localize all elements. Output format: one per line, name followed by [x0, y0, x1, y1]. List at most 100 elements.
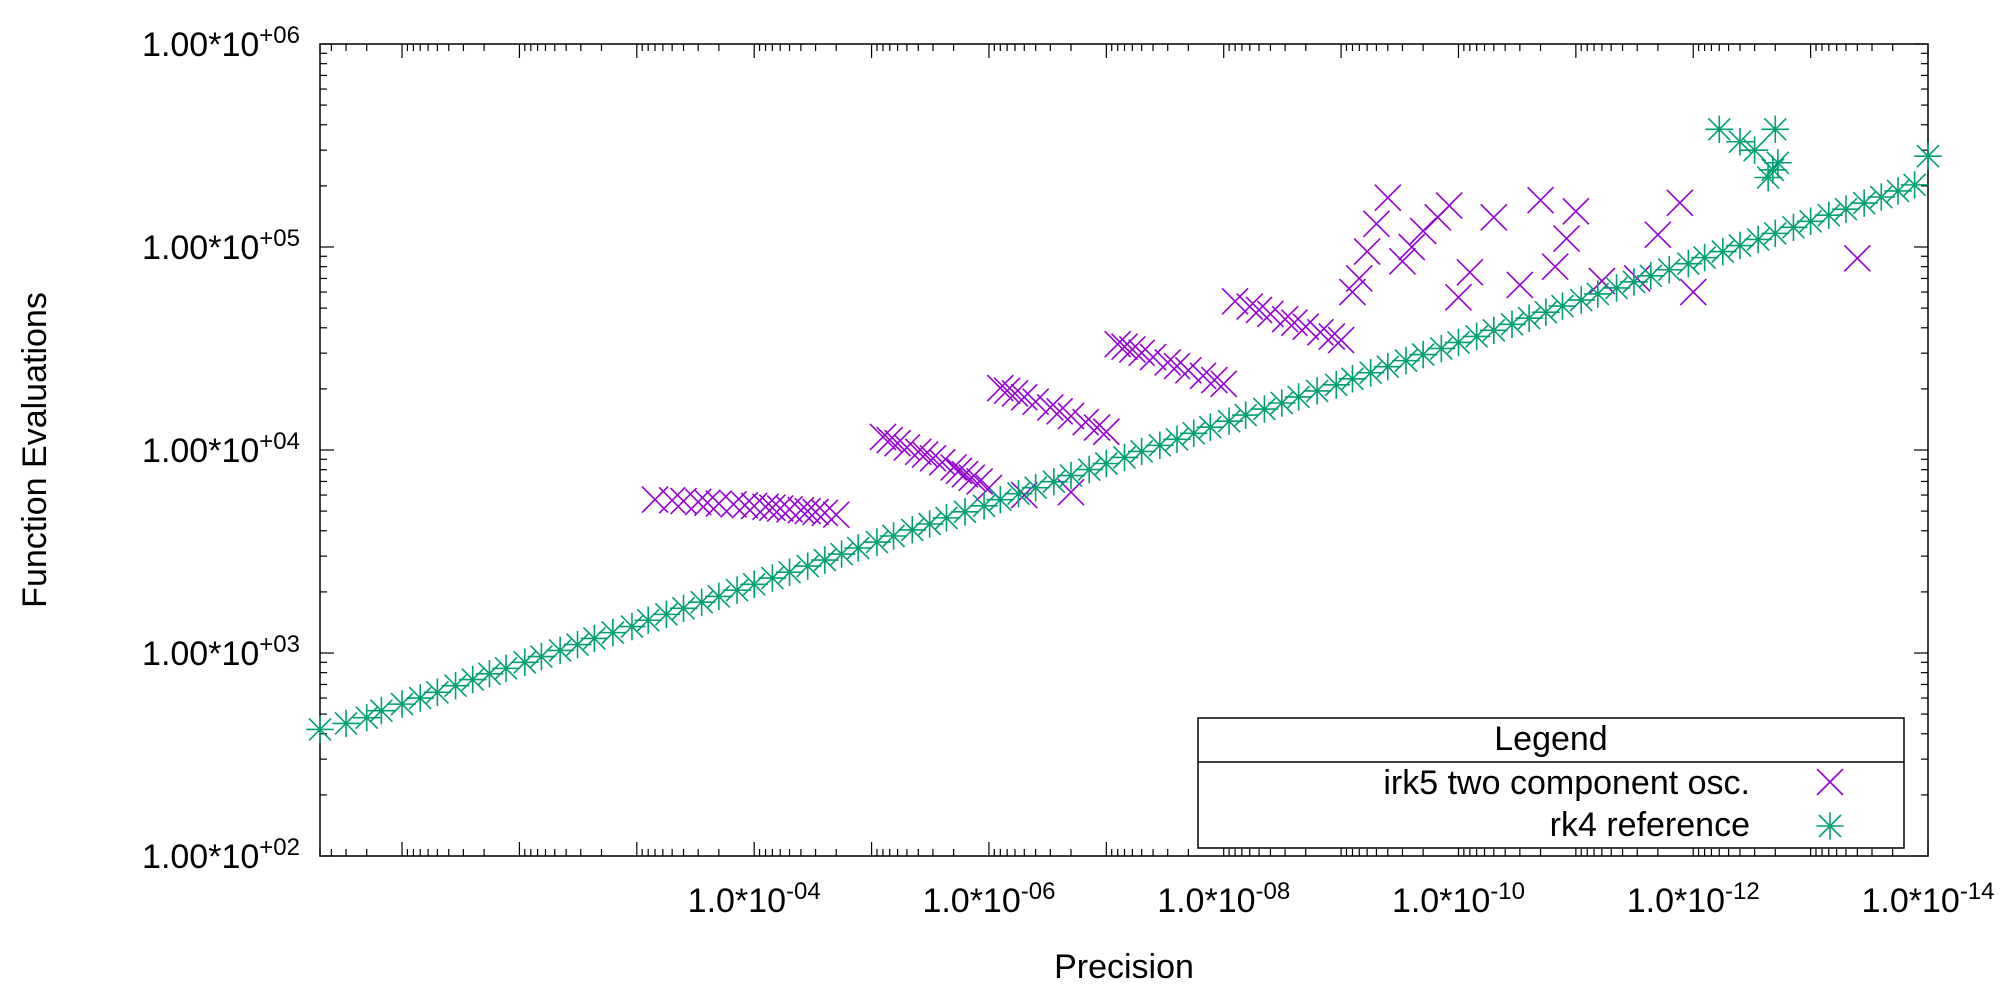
data-point-rk4	[1779, 213, 1808, 242]
data-point-rk4	[388, 690, 416, 718]
data-point-rk4	[1057, 461, 1085, 490]
data-point-rk4	[1179, 419, 1208, 448]
data-point-irk5	[1271, 305, 1299, 333]
x-tick-label: 1.0*10-08	[1157, 878, 1290, 920]
data-point-rk4	[986, 485, 1015, 514]
legend-title: Legend	[1494, 720, 1607, 758]
data-point-irk5	[1480, 203, 1508, 231]
data-point-rk4	[406, 684, 434, 712]
data-point-rk4	[1726, 231, 1754, 260]
legend-label-rk4: rk4 reference	[1550, 806, 1750, 844]
data-point-rk4	[1196, 413, 1225, 441]
data-point-rk4	[634, 606, 662, 634]
data-point-rk4	[1884, 177, 1912, 205]
data-point-irk5	[1338, 278, 1367, 306]
data-point-rk4	[1004, 479, 1033, 508]
data-point-rk4	[475, 660, 504, 688]
data-point-rk4	[1796, 207, 1825, 236]
data-point-rk4	[1392, 346, 1420, 375]
data-point-rk4	[423, 678, 452, 707]
data-point-irk5	[919, 444, 947, 472]
data-point-irk5	[1110, 333, 1139, 361]
data-point-rk4	[1075, 455, 1103, 484]
data-point-irk5	[1362, 210, 1390, 238]
data-point-rk4	[1705, 115, 1734, 144]
data-point-rk4	[1515, 304, 1543, 332]
data-point-irk5	[1292, 313, 1320, 341]
tick-labels: 1.00*10+02 1.00*10+03 1.00*10+04 1.00*10+05…	[142, 22, 1994, 920]
data-point-irk5	[1200, 366, 1228, 394]
data-point-rk4	[1655, 255, 1684, 284]
data-point-rk4	[546, 636, 574, 665]
data-point-rk4	[1409, 340, 1437, 369]
data-point-irk5	[1552, 225, 1581, 253]
data-point-rk4	[793, 552, 822, 580]
data-point-rk4	[1110, 443, 1139, 472]
data-point-irk5	[1644, 221, 1672, 249]
data-point-irk5	[1353, 237, 1381, 266]
data-point-irk5	[1666, 189, 1694, 217]
series-1	[306, 115, 1942, 744]
legend-marker-rk4	[1816, 812, 1844, 840]
data-point-irk5	[1036, 393, 1064, 422]
data-point-irk5	[1057, 402, 1085, 430]
data-point-irk5	[966, 467, 994, 496]
data-point-rk4	[915, 510, 944, 538]
y-tick-label: 1.00*10+05	[142, 225, 300, 267]
data-point-rk4	[306, 715, 334, 744]
data-point-irk5	[693, 489, 722, 517]
y-axis-label: Function Evaluations	[16, 292, 54, 608]
data-point-rk4	[1567, 286, 1595, 314]
data-point-rk4	[1900, 171, 1929, 199]
data-point-irk5	[945, 457, 973, 485]
legend-label-irk5: irk5 two component osc.	[1383, 764, 1750, 802]
data-point-rk4	[844, 534, 872, 562]
series-0	[641, 184, 1871, 529]
data-point-rk4	[1322, 371, 1350, 399]
data-point-irk5	[1398, 233, 1426, 261]
data-point-rk4	[740, 570, 768, 599]
legend-marker-irk5	[1816, 768, 1844, 796]
data-point-rk4	[1021, 473, 1050, 502]
data-marks	[306, 115, 1942, 744]
data-point-rk4	[1040, 467, 1068, 496]
data-point-irk5	[1562, 197, 1590, 225]
y-tick-label: 1.00*10+03	[142, 631, 300, 673]
data-point-rk4	[1620, 268, 1648, 296]
data-point-irk5	[1221, 287, 1249, 315]
data-point-rk4	[1815, 201, 1843, 229]
ticks	[319, 43, 1929, 857]
data-point-rk4	[1356, 358, 1385, 387]
y-tick-label: 1.00*10+02	[142, 834, 300, 876]
data-point-rk4	[669, 594, 698, 623]
data-point-irk5	[1256, 300, 1284, 328]
data-point-rk4	[1444, 328, 1473, 357]
data-point-irk5	[1409, 217, 1437, 245]
data-point-irk5	[928, 448, 956, 476]
data-point-irk5	[1083, 413, 1111, 442]
data-point-rk4	[1480, 316, 1508, 345]
data-point-irk5	[904, 438, 932, 466]
data-point-rk4	[1146, 431, 1174, 460]
data-point-irk5	[705, 489, 733, 518]
data-point-irk5	[1306, 318, 1334, 346]
data-point-rk4	[1250, 395, 1279, 423]
data-point-rk4	[951, 498, 979, 526]
data-point-irk5	[1210, 370, 1238, 398]
data-point-rk4	[863, 528, 891, 556]
data-point-rk4	[1284, 383, 1313, 411]
data-point-rk4	[1231, 401, 1260, 429]
data-point-rk4	[1303, 377, 1331, 405]
data-point-rk4	[1744, 225, 1772, 254]
x-tick-label: 1.0*10-14	[1861, 878, 1994, 920]
data-point-rk4	[1761, 115, 1790, 144]
data-point-rk4	[1832, 195, 1860, 223]
data-point-irk5	[1001, 379, 1029, 407]
data-point-irk5	[869, 423, 897, 451]
data-point-irk5	[893, 433, 921, 461]
data-point-rk4	[1462, 322, 1491, 351]
data-point-irk5	[1046, 397, 1074, 425]
data-point-rk4	[1584, 280, 1612, 308]
data-point-irk5	[787, 496, 815, 524]
